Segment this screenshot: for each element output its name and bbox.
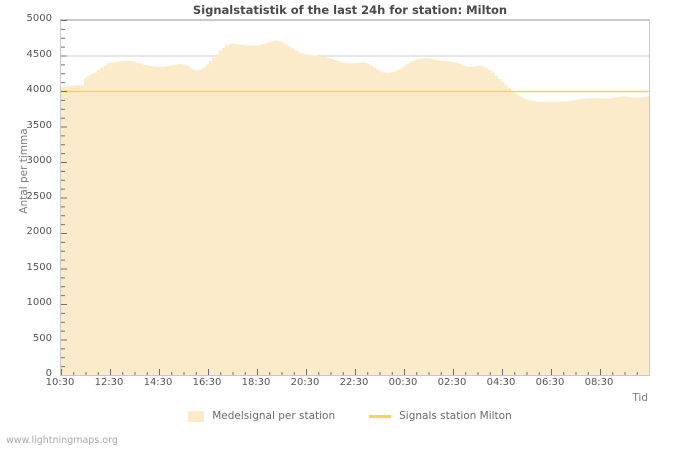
y-tick-label: 5000 [26,13,52,24]
x-tick-label: 08:30 [584,377,614,388]
chart-title: Signalstatistik of the last 24h for stat… [192,3,508,17]
chart-legend: Medelsignal per station Signals station … [0,410,700,422]
plot-area [60,19,650,376]
x-tick-label: 18:30 [241,377,271,388]
legend-line-swatch [369,414,392,418]
legend-label-signals-station: Signals station Milton [399,410,512,422]
x-tick-label: 14:30 [143,377,173,388]
y-tick-label: 1000 [26,297,52,308]
x-tick-label: 06:30 [535,377,565,388]
x-tick-label: 00:30 [388,377,418,388]
plot-svg [61,20,649,375]
footer-credit: www.lightningmaps.org [6,435,118,446]
x-tick-label: 02:30 [437,377,467,388]
legend-entry-medelsignal: Medelsignal per station [188,410,335,422]
x-tick-label: 20:30 [290,377,320,388]
y-tick-label: 500 [32,332,52,344]
y-tick-label: 3500 [26,119,52,131]
y-tick-label: 1500 [26,261,52,273]
x-tick-label: 12:30 [94,377,124,388]
x-tick-label: 10:30 [45,377,75,388]
y-axis-title: Antal per timma [18,128,30,214]
x-axis-title: Tid [632,392,648,404]
x-tick-label: 22:30 [339,377,369,388]
y-tick-label: 2500 [26,190,52,202]
y-tick-label: 0 [45,368,52,379]
area-series-medelsignal [61,40,649,375]
y-tick-label: 3000 [26,155,52,166]
y-tick-label: 4000 [26,84,52,95]
legend-label-medelsignal: Medelsignal per station [212,410,336,422]
legend-entry-signals-station: Signals station Milton [369,410,512,422]
legend-area-swatch [188,410,205,422]
y-tick-label: 4500 [26,48,52,60]
x-tick-label: 04:30 [486,377,516,388]
y-tick-label: 2000 [26,226,52,237]
x-tick-label: 16:30 [192,377,222,388]
